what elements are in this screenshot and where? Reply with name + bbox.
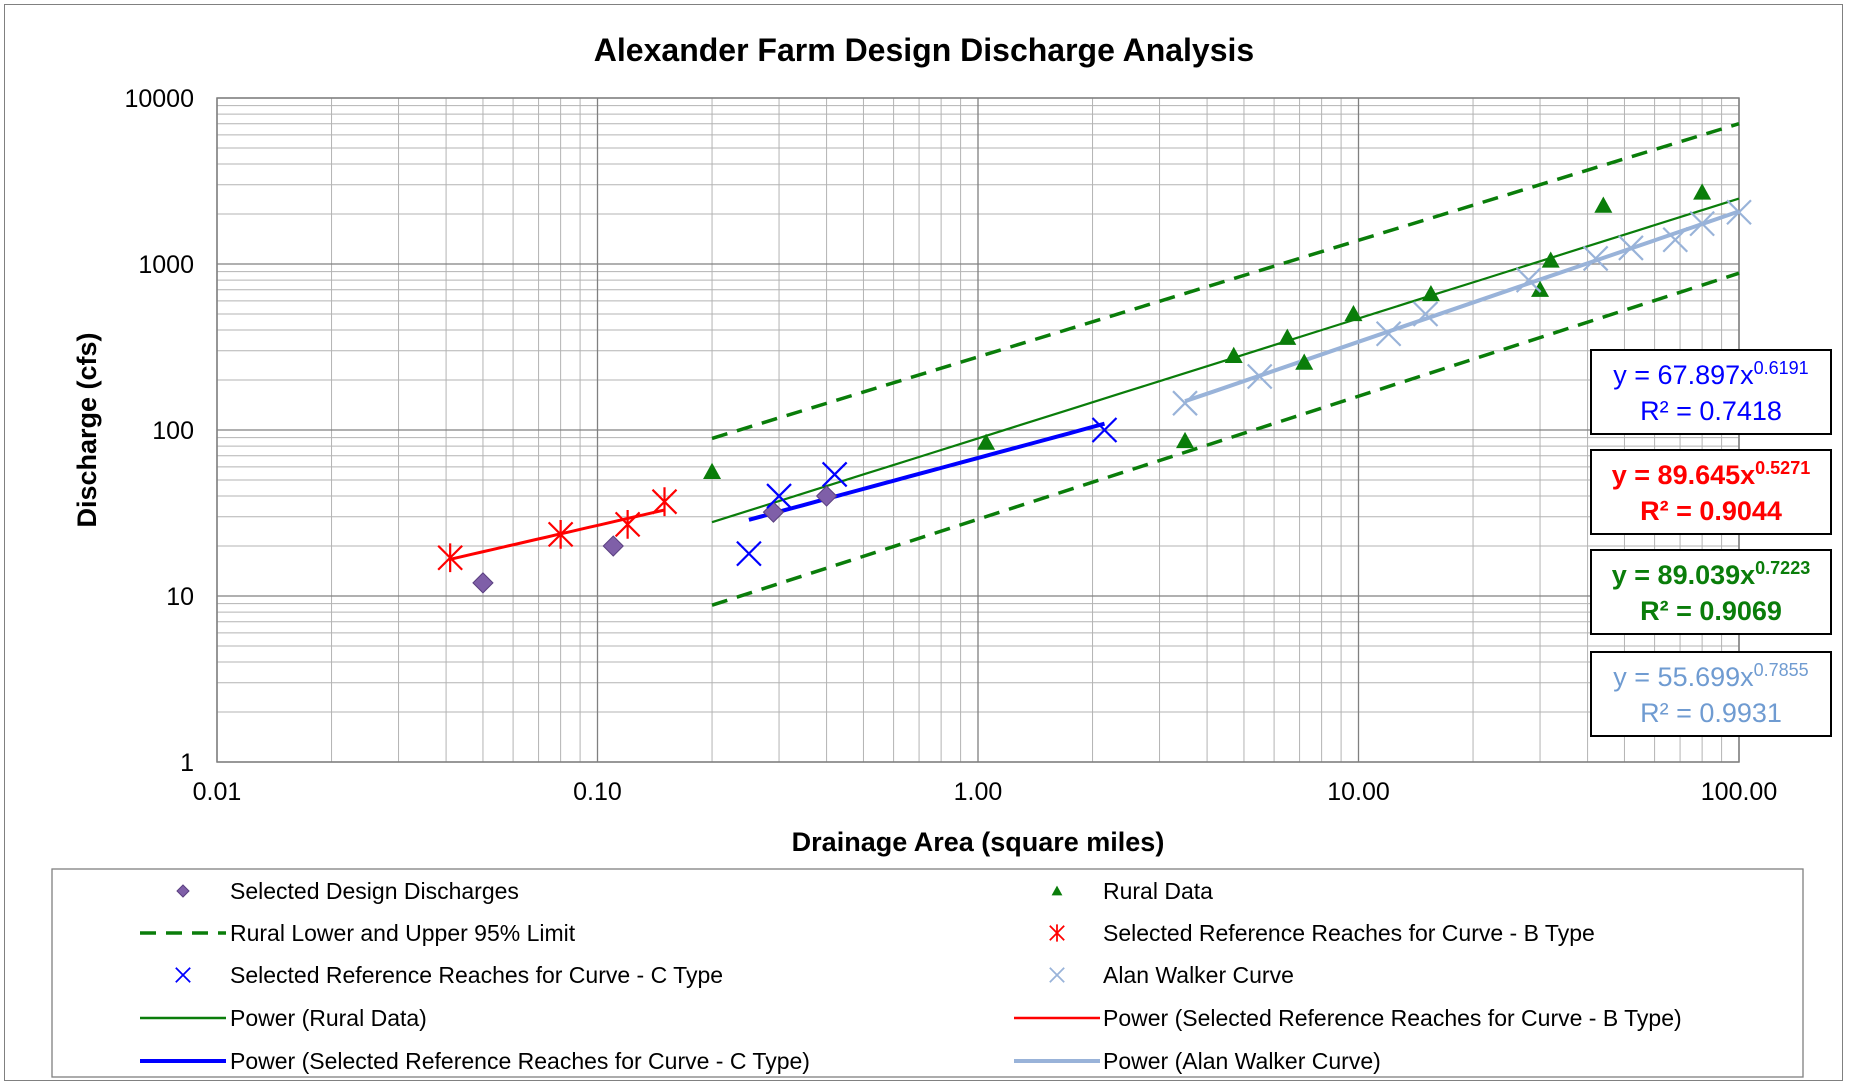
legend-symbol <box>1049 967 1065 983</box>
data-point <box>1176 431 1195 449</box>
legend-symbol <box>1049 924 1065 942</box>
data-point <box>821 461 848 488</box>
legend-label: Alan Walker Curve <box>1103 962 1294 988</box>
equation-text: y = 55.699x0.7855 <box>1613 660 1808 692</box>
legend-label: Selected Design Discharges <box>230 878 519 904</box>
y-axis-label: Discharge (cfs) <box>72 332 102 527</box>
data-point <box>614 509 641 539</box>
data-point <box>1689 210 1715 237</box>
data-point <box>547 520 574 549</box>
equation-box <box>1590 449 1832 535</box>
y-tick-label: 1 <box>180 749 194 777</box>
equation-box <box>1590 549 1832 635</box>
data-point <box>602 535 624 557</box>
equation-box <box>1590 349 1832 435</box>
data-point <box>815 485 838 507</box>
data-point <box>1224 346 1243 363</box>
legend-label: Power (Selected Reference Reaches for Cu… <box>230 1048 810 1074</box>
data-point <box>1662 226 1689 253</box>
y-tick-label: 10 <box>166 583 194 611</box>
legend-label: Power (Selected Reference Reaches for Cu… <box>1103 1005 1682 1031</box>
x-tick-label: 0.10 <box>573 778 622 806</box>
r-squared-text: R² = 0.9931 <box>1640 698 1782 728</box>
equation-text: y = 89.645x0.5271 <box>1612 458 1810 490</box>
legend-symbol <box>175 967 191 983</box>
chart-frame <box>4 4 1843 1081</box>
legend-label: Rural Lower and Upper 95% Limit <box>230 920 576 946</box>
legend-label: Selected Reference Reaches for Curve - B… <box>1103 920 1595 946</box>
trendline <box>449 508 665 561</box>
data-point <box>1618 235 1644 261</box>
data-point <box>651 487 678 517</box>
trendline <box>748 421 1106 522</box>
equation-text: y = 89.039x0.7223 <box>1612 558 1810 590</box>
data-point <box>1515 267 1542 293</box>
data-point <box>1594 196 1613 213</box>
data-point <box>1541 251 1560 268</box>
axis-ticks: 0.01 0.10 1.00 10.00 100.00 1 10 100 1000 10000 <box>124 85 1777 806</box>
legend: Selected Design Discharges Rural Data Rura… <box>51 868 1804 1078</box>
chart-title: Alexander Farm Design Discharge Analysis <box>594 32 1254 68</box>
data-point <box>1344 304 1363 322</box>
legend-label: Rural Data <box>1103 878 1213 904</box>
r-squared-text: R² = 0.9069 <box>1640 596 1782 626</box>
plot-grid <box>216 97 1740 763</box>
data-point <box>977 433 996 450</box>
legend-symbol <box>1051 885 1063 896</box>
data-point <box>472 572 494 594</box>
x-tick-label: 0.01 <box>193 778 242 806</box>
x-axis-label: Drainage Area (square miles) <box>792 827 1165 857</box>
data-point <box>1375 320 1402 347</box>
limit-line <box>711 122 1740 441</box>
data-point <box>703 462 722 480</box>
r-squared-text: R² = 0.7418 <box>1640 396 1782 426</box>
legend-symbol <box>176 884 190 898</box>
trendline <box>1184 209 1740 404</box>
legend-label: Power (Alan Walker Curve) <box>1103 1048 1381 1074</box>
r-squared-text: R² = 0.9044 <box>1640 496 1782 526</box>
data-point <box>1726 199 1752 226</box>
x-tick-label: 1.00 <box>954 778 1003 806</box>
legend-label: Selected Reference Reaches for Curve - C… <box>230 962 723 988</box>
y-tick-label: 1000 <box>138 251 194 279</box>
y-tick-label: 100 <box>152 417 194 445</box>
data-point <box>1172 390 1198 416</box>
equation-text: y = 67.897x0.6191 <box>1613 358 1808 390</box>
data-point <box>437 543 463 573</box>
x-tick-label: 10.00 <box>1327 778 1390 806</box>
data-point <box>766 483 792 509</box>
trendline <box>711 197 1740 524</box>
data-point <box>1091 417 1118 443</box>
data-point <box>1421 284 1440 302</box>
data-point <box>736 540 762 567</box>
data-point <box>1295 353 1314 370</box>
legend-label: Power (Rural Data) <box>230 1005 427 1031</box>
data-point <box>1582 245 1609 272</box>
data-point <box>1412 301 1439 327</box>
plot-series <box>437 122 1752 607</box>
y-tick-label: 10000 <box>124 85 194 113</box>
equation-boxes: y = 67.897x0.6191 R² = 0.7418 y = 89.645x0… <box>1590 349 1832 737</box>
x-tick-label: 100.00 <box>1701 778 1777 806</box>
data-point <box>1531 280 1550 297</box>
limit-line <box>711 271 1740 607</box>
equation-box <box>1590 651 1832 737</box>
legend-box <box>51 868 1804 1078</box>
data-point <box>1246 363 1273 390</box>
data-point <box>1693 183 1712 200</box>
data-point <box>1278 328 1297 345</box>
